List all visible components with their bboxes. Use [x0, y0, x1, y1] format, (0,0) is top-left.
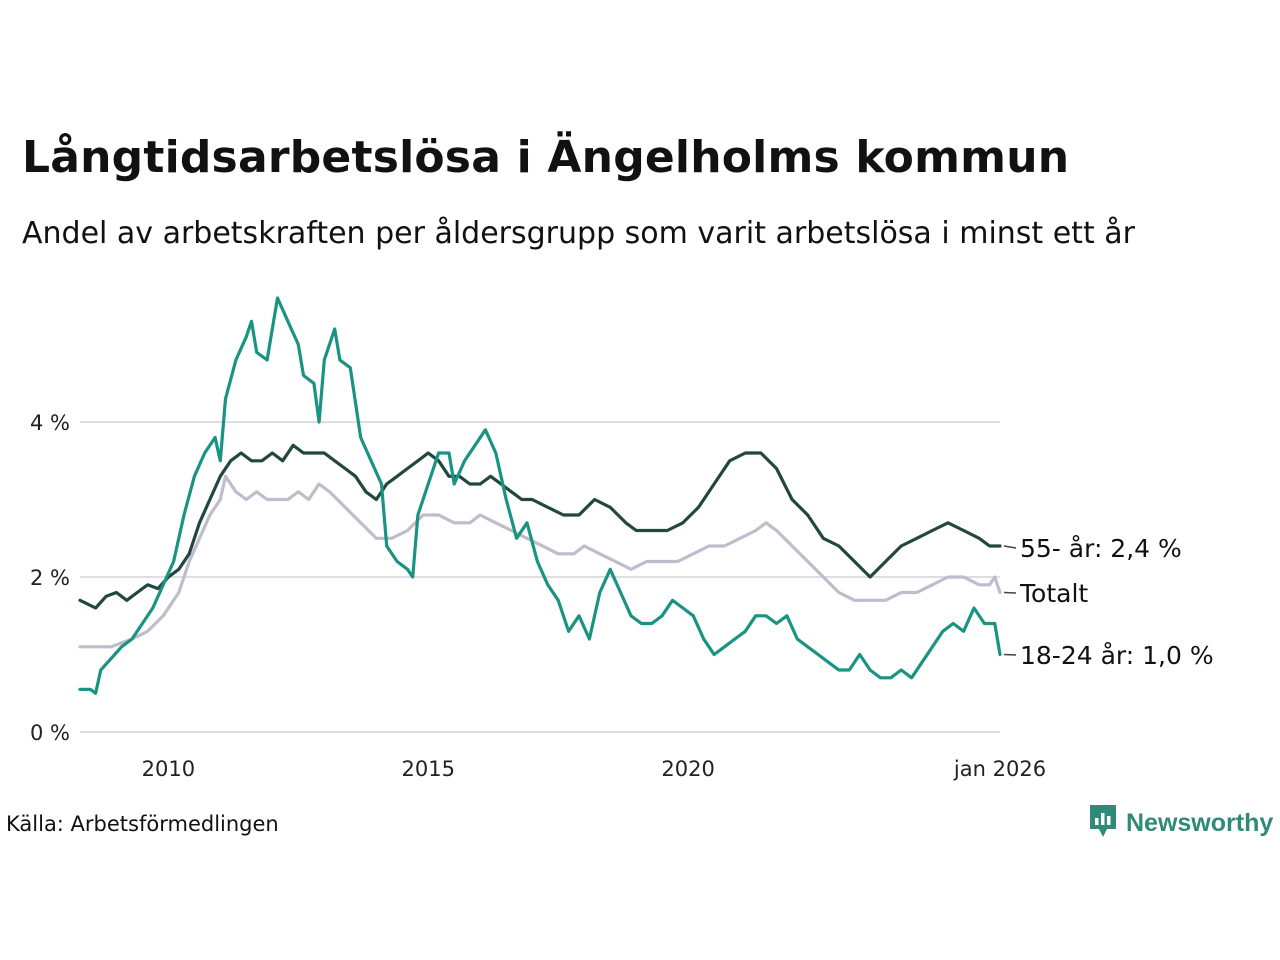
x-tick-label: 2010 [142, 757, 195, 781]
newsworthy-logo-text: Newsworthy [1126, 808, 1274, 837]
y-tick-label: 4 % [30, 411, 70, 435]
y-tick-label: 0 % [30, 721, 70, 745]
gridlines [80, 421, 1000, 733]
series-labels: Totalt 55- år: 2,4 % 18-24 år: 1,0 % [1003, 534, 1214, 670]
series-lines [78, 296, 1002, 695]
series-line-1 [78, 443, 1002, 610]
series-label-leader-0 [1003, 591, 1017, 594]
series-line-0 [78, 474, 1002, 649]
chart-subtitle: Andel av arbetskraften per åldersgrupp s… [22, 216, 1135, 251]
x-tick-label: 2020 [661, 757, 714, 781]
axis-labels: 0 % 2 % 4 % 2010 2015 2020 jan 2026 [30, 411, 1046, 781]
series-line-2 [78, 296, 1002, 695]
source-note: Källa: Arbetsförmedlingen [6, 812, 279, 836]
series-end-label: Totalt [1019, 579, 1088, 608]
x-tick-label: jan 2026 [953, 757, 1046, 781]
series-end-label: 55- år: 2,4 % [1020, 534, 1182, 563]
series-label-leader-2 [1003, 653, 1017, 656]
newsworthy-logo-icon [1088, 803, 1118, 843]
series-end-label: 18-24 år: 1,0 % [1020, 641, 1214, 670]
newsworthy-logo: Newsworthy [1088, 803, 1273, 843]
chart-title: Långtidsarbetslösa i Ängelholms kommun [22, 132, 1070, 183]
y-tick-label: 2 % [30, 566, 70, 590]
x-tick-label: 2015 [402, 757, 455, 781]
series-label-leader-1 [1003, 545, 1017, 549]
